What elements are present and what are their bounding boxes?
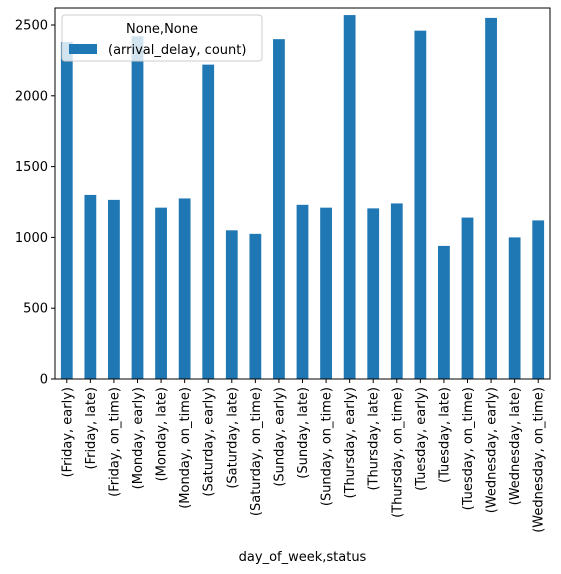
legend-swatch <box>69 44 97 54</box>
y-tick-label: 500 <box>23 302 48 317</box>
x-tick-label: (Friday, early) <box>60 387 75 477</box>
bar-12 <box>343 15 356 380</box>
x-tick-label: (Monday, early) <box>131 387 146 489</box>
x-tick-label: (Tuesday, late) <box>437 387 452 483</box>
bar-7 <box>225 230 238 379</box>
y-tick-label: 0 <box>40 373 48 388</box>
plot-frame <box>54 7 551 380</box>
bar-11 <box>320 207 332 379</box>
x-tick-label: (Tuesday, on_time) <box>461 387 476 510</box>
legend-series-label: (arrival_delay, count) <box>108 43 246 58</box>
bar-20 <box>532 220 545 379</box>
bar-9 <box>273 39 285 379</box>
y-axis-ticks: 0 500 1000 1500 2000 2500 <box>15 18 55 388</box>
bar-5 <box>178 198 191 379</box>
x-tick-label: (Thursday, early) <box>343 387 358 498</box>
x-tick-label: (Sunday, early) <box>272 387 287 487</box>
bar-3 <box>131 36 144 379</box>
bar-13 <box>367 208 380 379</box>
x-tick-label: (Friday, on_time) <box>107 387 122 497</box>
bar-19 <box>508 237 521 379</box>
bar-15 <box>414 30 427 379</box>
bar-6 <box>202 64 215 379</box>
x-tick-label: (Saturday, late) <box>225 387 240 489</box>
x-tick-label: (Monday, on_time) <box>178 387 193 509</box>
bar-17 <box>461 217 474 379</box>
bar-1 <box>84 194 97 379</box>
bar-16 <box>438 245 450 379</box>
x-tick-label: (Wednesday, on_time) <box>532 387 547 533</box>
x-tick-label: (Tuesday, early) <box>414 387 429 491</box>
legend-title: None,None <box>126 22 198 37</box>
x-tick-label: (Saturday, early) <box>202 387 217 497</box>
y-tick-label: 2500 <box>15 18 48 33</box>
x-tick-label: (Thursday, on_time) <box>390 387 405 518</box>
x-tick-label: (Friday, late) <box>84 387 99 469</box>
bar-14 <box>390 203 403 379</box>
x-tick-label: (Saturday, on_time) <box>249 387 264 516</box>
legend-box <box>61 14 263 62</box>
x-tick-label: (Thursday, late) <box>367 387 382 491</box>
bar-4 <box>155 207 167 379</box>
x-axis-label: day_of_week,status <box>239 550 367 565</box>
x-axis-ticks: (Friday, early) (Friday, late) (Friday, on… <box>60 379 547 533</box>
bars-group <box>60 15 545 380</box>
legend: None,None (arrival_delay, count) <box>61 14 263 62</box>
bar-8 <box>249 233 262 379</box>
bar-10 <box>296 204 309 379</box>
x-tick-label: (Sunday, on_time) <box>320 387 335 506</box>
bar-0 <box>60 41 73 379</box>
bar-2 <box>108 199 120 379</box>
y-tick-label: 2000 <box>15 89 48 104</box>
y-tick-label: 1000 <box>15 231 48 246</box>
x-tick-label: (Wednesday, late) <box>508 387 523 505</box>
x-tick-label: (Wednesday, early) <box>485 387 500 513</box>
x-tick-label: (Monday, late) <box>155 387 170 481</box>
bar-18 <box>485 17 497 380</box>
y-tick-label: 1500 <box>15 160 48 175</box>
x-tick-label: (Sunday, late) <box>296 387 311 479</box>
